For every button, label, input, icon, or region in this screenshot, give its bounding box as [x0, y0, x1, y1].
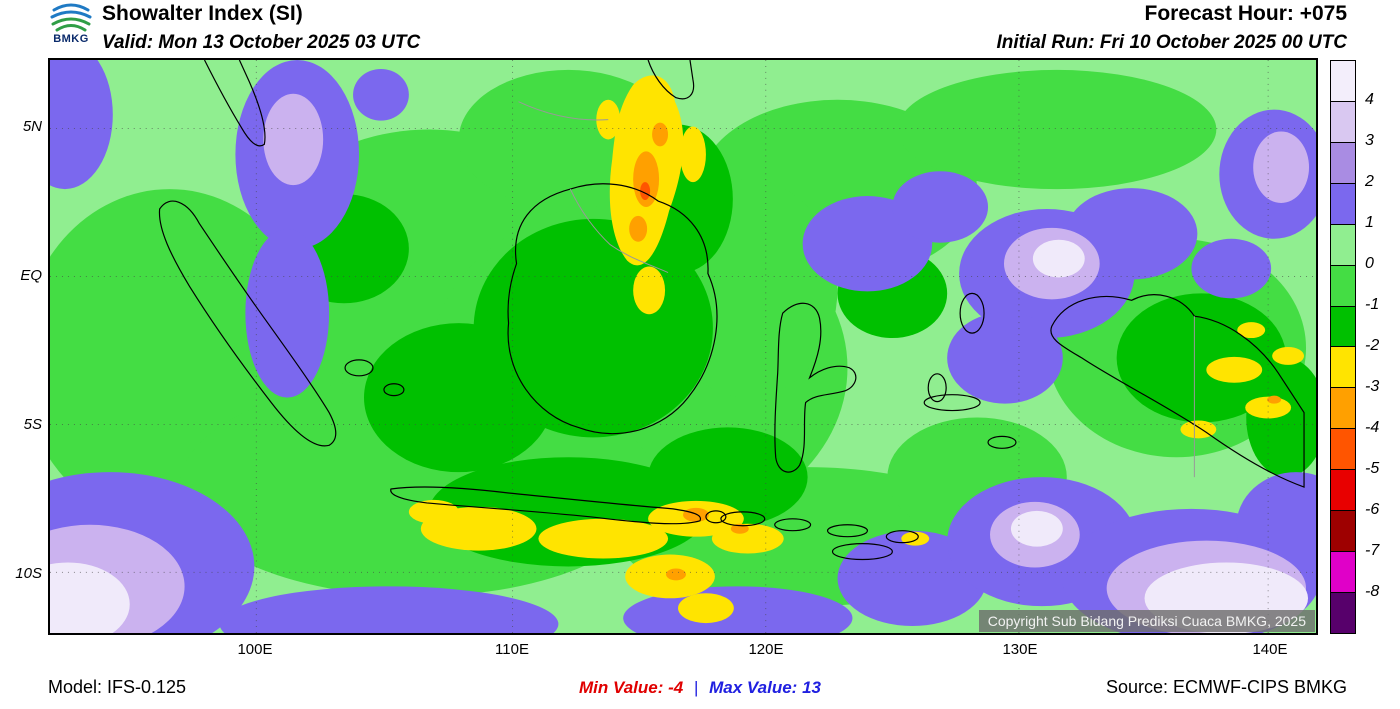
- lon-label-100e: 100E: [237, 641, 273, 658]
- lat-label-eq: EQ: [20, 267, 42, 284]
- colorbar-tick: -2: [1365, 337, 1380, 355]
- colorbar-tick: -1: [1365, 296, 1380, 314]
- min-value: -4: [668, 678, 684, 697]
- colorbar-segment: [1331, 510, 1355, 552]
- colorbar-tick: 3: [1365, 132, 1374, 150]
- lon-label-130e: 130E: [1002, 641, 1038, 658]
- colorbar-tick: -6: [1365, 501, 1380, 519]
- header-left: Showalter Index (SI) Valid: Mon 13 Octob…: [102, 2, 420, 54]
- colorbar-segment: [1331, 100, 1355, 142]
- colorbar-tick: 0: [1365, 255, 1374, 273]
- colorbar: 4 3 2 1 0 -1 -2 -3 -4 -5 -6 -7 -8: [1330, 60, 1400, 634]
- colorbar-segment: [1331, 469, 1355, 511]
- source-label: Source: ECMWF-CIPS BMKG: [1105, 677, 1347, 697]
- colorbar-segment: [1331, 141, 1355, 183]
- colorbar-tick: 4: [1365, 91, 1374, 109]
- colorbar-tick: 2: [1365, 173, 1374, 191]
- colorbar-segment: [1331, 223, 1355, 265]
- colorbar-segment: [1331, 305, 1355, 347]
- bmkg-logo: BMKG: [44, 3, 98, 45]
- minmax-separator: |: [693, 678, 699, 697]
- lat-label-5s: 5S: [23, 416, 42, 433]
- map-canvas: [50, 60, 1316, 633]
- colorbar-bar: [1330, 60, 1356, 634]
- colorbar-segment: [1331, 264, 1355, 306]
- bmkg-logo-icon: [44, 3, 98, 33]
- lon-label-140e: 140E: [1252, 641, 1288, 658]
- forecast-hour: Forecast Hour: +075: [1144, 2, 1348, 25]
- min-value-label: Min Value:: [579, 678, 664, 697]
- colorbar-segment: [1331, 551, 1355, 592]
- minmax-values: Min Value: -4 | Max Value: 13: [0, 678, 1400, 698]
- lat-label-5n: 5N: [22, 118, 42, 135]
- map-frame: Copyright Sub Bidang Prediksi Cuaca BMKG…: [48, 58, 1318, 635]
- colorbar-tick: -8: [1365, 583, 1380, 601]
- colorbar-segment: [1331, 387, 1355, 429]
- colorbar-segment: [1331, 182, 1355, 224]
- valid-time: Valid: Mon 13 October 2025 03 UTC: [102, 32, 421, 53]
- colorbar-segment: [1331, 346, 1355, 388]
- page-title: Showalter Index (SI): [102, 2, 303, 25]
- lon-label-120e: 120E: [748, 641, 784, 658]
- colorbar-tick: -5: [1365, 460, 1380, 478]
- max-value: 13: [802, 678, 821, 697]
- colorbar-tick: -7: [1365, 542, 1380, 560]
- colorbar-tick: -3: [1365, 378, 1380, 396]
- footer: Model: IFS-0.125 Min Value: -4 | Max Val…: [0, 672, 1400, 702]
- max-value-label: Max Value:: [709, 678, 798, 697]
- header-right: Forecast Hour: +075 Initial Run: Fri 10 …: [996, 2, 1347, 54]
- bmkg-logo-label: BMKG: [53, 33, 89, 45]
- colorbar-segment: [1331, 61, 1355, 101]
- initial-run: Initial Run: Fri 10 October 2025 00 UTC: [996, 32, 1347, 53]
- colorbar-tick: 1: [1365, 214, 1374, 232]
- colorbar-tick: -4: [1365, 419, 1380, 437]
- lon-label-110e: 110E: [495, 641, 529, 658]
- colorbar-segment: [1331, 591, 1355, 633]
- lat-label-10s: 10S: [15, 565, 42, 582]
- colorbar-segment: [1331, 428, 1355, 470]
- model-label: Model: IFS-0.125: [48, 677, 187, 697]
- copyright-overlay: Copyright Sub Bidang Prediksi Cuaca BMKG…: [978, 610, 1315, 632]
